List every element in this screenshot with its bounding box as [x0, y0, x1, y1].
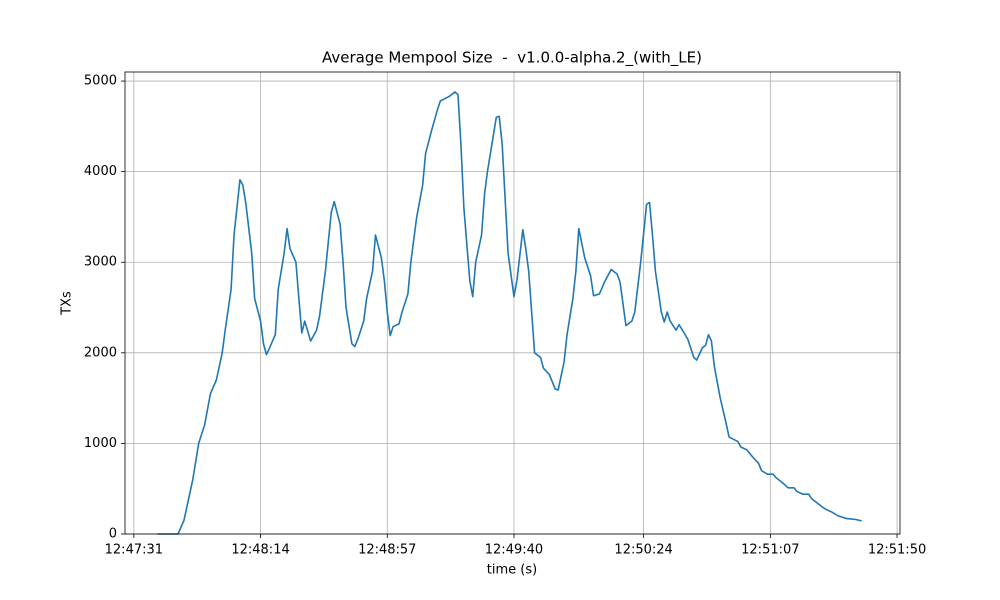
chart-title: Average Mempool Size - v1.0.0-alpha.2_(w… — [322, 49, 702, 68]
x-tick-label: 12:49:40 — [485, 543, 543, 558]
y-tick-label: 2000 — [84, 345, 117, 360]
x-tick-label: 12:48:14 — [231, 543, 289, 558]
y-tick-label: 1000 — [84, 436, 117, 451]
y-tick-label: 5000 — [84, 74, 117, 89]
y-tick-label: 0 — [109, 527, 117, 542]
y-axis-label: TXs — [60, 291, 75, 316]
data-line — [157, 91, 862, 535]
x-tick-label: 12:50:24 — [614, 543, 672, 558]
y-tick-label: 4000 — [84, 164, 117, 179]
x-axis-label: time (s) — [487, 563, 537, 578]
y-tick-label: 3000 — [84, 255, 117, 270]
x-tick-label: 12:47:31 — [105, 543, 163, 558]
x-tick-label: 12:51:07 — [741, 543, 799, 558]
x-tick-label: 12:51:50 — [868, 543, 926, 558]
x-tick-label: 12:48:57 — [358, 543, 416, 558]
plot-frame — [124, 71, 901, 535]
